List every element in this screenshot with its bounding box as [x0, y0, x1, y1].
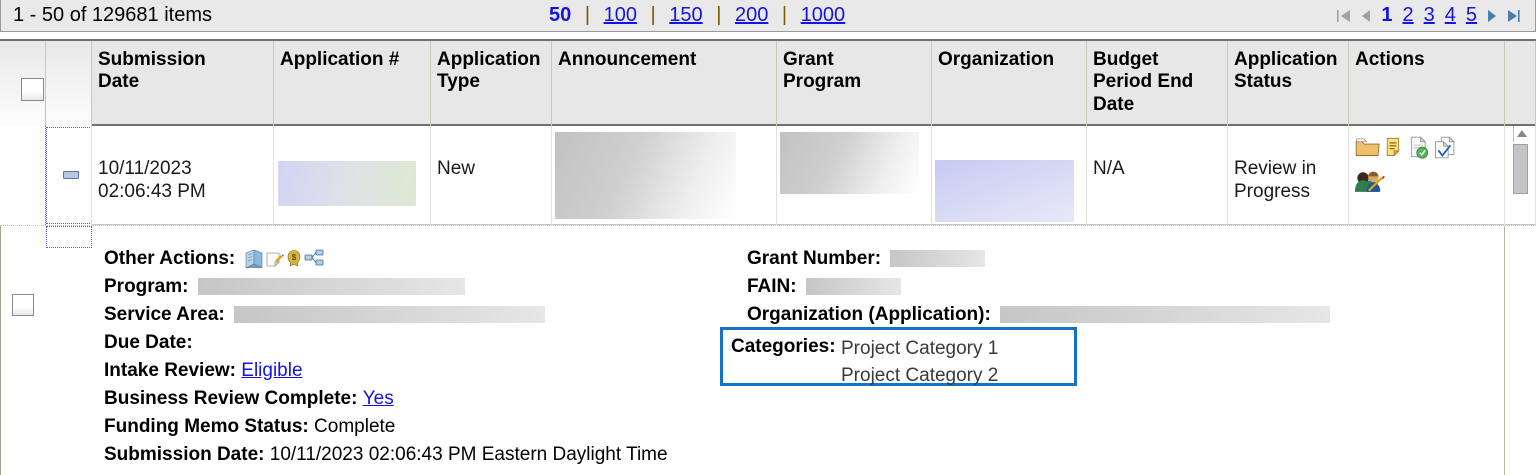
svg-text:$: $ — [291, 253, 296, 262]
